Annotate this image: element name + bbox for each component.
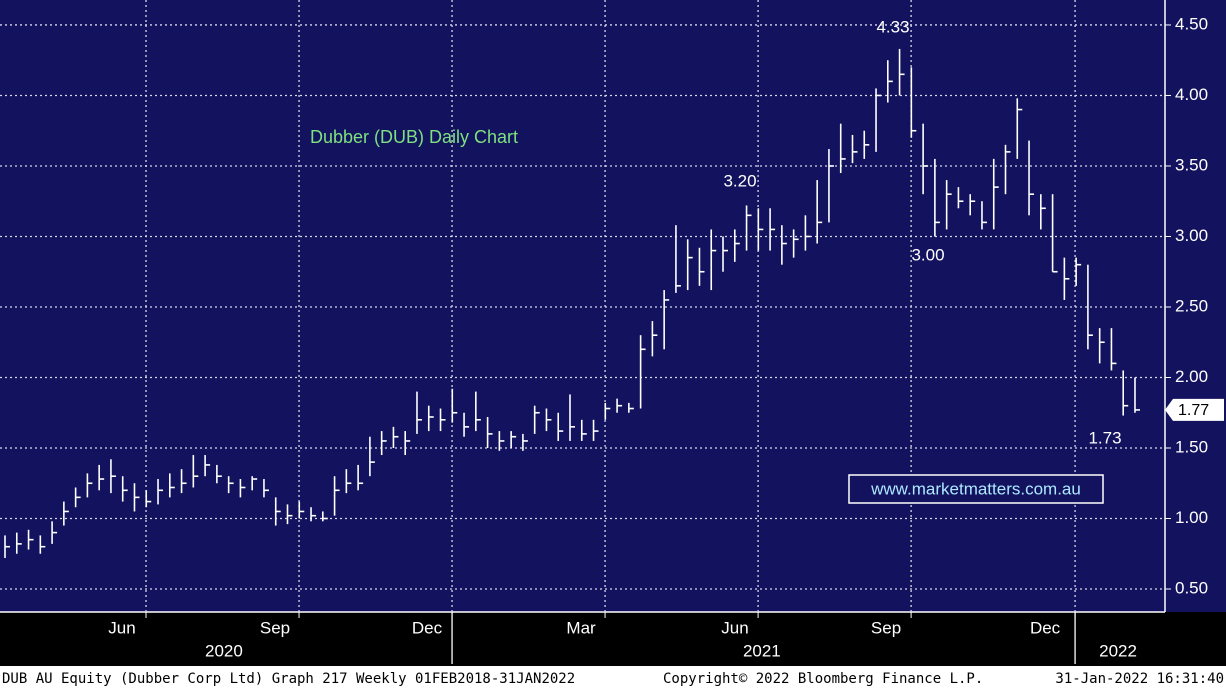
y-tick-label: 3.50 [1175,155,1208,174]
x-tick-label: Jun [721,618,748,637]
annotation: 1.73 [1088,428,1121,447]
year-label: 2020 [205,641,243,660]
y-tick-label: 3.00 [1175,226,1208,245]
x-tick-label: Mar [566,618,596,637]
footer-band [0,666,1226,690]
watermark-box [848,474,1104,504]
footer-center: Copyright© 2022 Bloomberg Finance L.P. [663,671,983,687]
x-tick-label: Sep [260,618,290,637]
watermark: www.marketmatters.com.au [870,479,1081,498]
annotation: 4.33 [876,17,909,36]
y-tick-label: 2.00 [1175,367,1208,386]
x-tick-label: Sep [871,618,901,637]
x-tick-label: Jun [108,618,135,637]
y-tick-label: 1.00 [1175,508,1208,527]
y-tick-label: 0.50 [1175,578,1208,597]
annotation: 3.20 [723,171,756,190]
footer-left: DUB AU Equity (Dubber Corp Ltd) Graph 21… [2,671,575,687]
y-tick-label: 4.50 [1175,14,1208,33]
x-axis-band [0,612,1226,666]
chart-title: Dubber (DUB) Daily Chart [310,127,518,147]
x-tick-label: Dec [1030,618,1061,637]
year-label: 2022 [1099,641,1137,660]
annotation: 3.00 [911,245,944,264]
footer-right: 31-Jan-2022 16:31:40 [1055,671,1224,687]
last-price-tag [1165,398,1224,421]
y-tick-label: 1.50 [1175,437,1208,456]
y-tick-label: 2.50 [1175,296,1208,315]
y-tick-label: 4.00 [1175,85,1208,104]
last-price-label: 1.77 [1178,402,1209,419]
plot-background [0,0,1226,666]
year-label: 2021 [743,641,781,660]
x-tick-label: Dec [412,618,443,637]
